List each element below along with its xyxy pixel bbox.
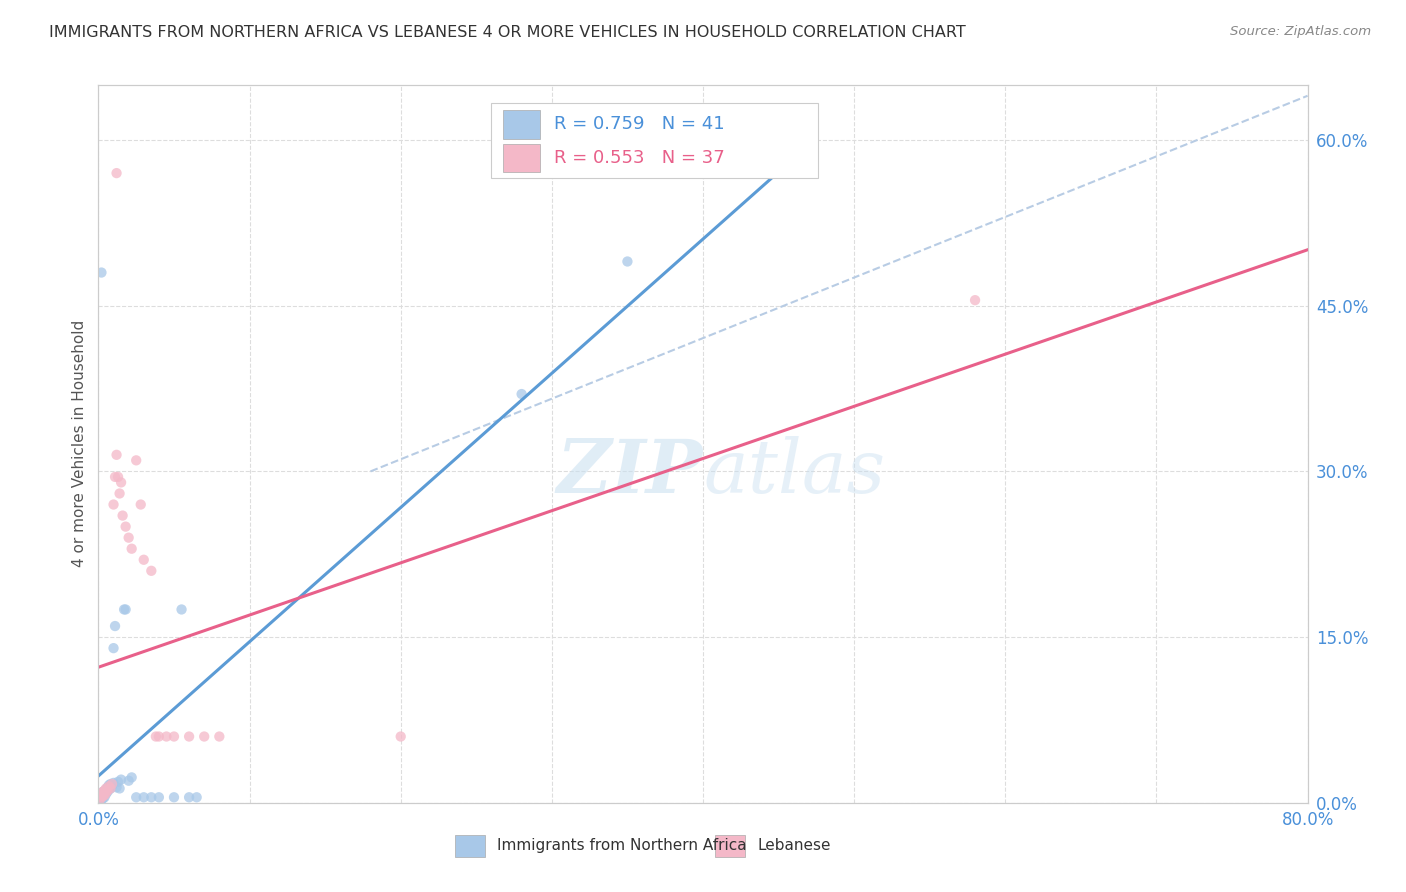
Point <box>101 777 124 791</box>
Text: R = 0.553   N = 37: R = 0.553 N = 37 <box>554 149 725 167</box>
Point <box>163 730 186 744</box>
Point <box>148 730 170 744</box>
Point <box>108 781 131 796</box>
Point <box>103 498 125 512</box>
Point <box>96 785 118 799</box>
Point <box>108 486 131 500</box>
Point <box>105 780 128 795</box>
Point <box>93 783 115 797</box>
Point <box>114 519 136 533</box>
Point <box>107 774 129 789</box>
Text: IMMIGRANTS FROM NORTHERN AFRICA VS LEBANESE 4 OR MORE VEHICLES IN HOUSEHOLD CORR: IMMIGRANTS FROM NORTHERN AFRICA VS LEBAN… <box>49 25 966 40</box>
Point <box>121 771 143 785</box>
Point <box>91 785 114 799</box>
Point <box>132 790 155 805</box>
Point <box>110 475 132 490</box>
Point <box>132 553 155 567</box>
FancyBboxPatch shape <box>503 110 540 138</box>
FancyBboxPatch shape <box>716 835 745 856</box>
Point <box>129 498 152 512</box>
Point <box>170 602 193 616</box>
FancyBboxPatch shape <box>456 835 485 856</box>
Point <box>90 789 112 804</box>
Point <box>105 166 128 180</box>
Point <box>93 788 115 802</box>
Point <box>103 641 125 656</box>
Point <box>90 792 112 806</box>
Point <box>186 790 208 805</box>
Point <box>965 293 987 307</box>
Point <box>510 387 533 401</box>
Point <box>94 781 117 796</box>
Point <box>100 781 122 796</box>
Point <box>125 790 148 805</box>
Point <box>89 794 111 808</box>
Point <box>91 791 114 805</box>
Y-axis label: 4 or more Vehicles in Household: 4 or more Vehicles in Household <box>72 320 87 567</box>
Point <box>208 730 231 744</box>
Point <box>93 786 115 800</box>
Point <box>101 779 124 793</box>
Point <box>91 788 114 802</box>
Point <box>90 790 112 805</box>
Point <box>111 508 134 523</box>
Point <box>89 792 111 806</box>
Point <box>121 541 143 556</box>
Point <box>89 789 111 804</box>
Point <box>118 531 141 545</box>
Point <box>110 772 132 787</box>
Point <box>98 778 121 792</box>
Point <box>125 453 148 467</box>
Point <box>90 787 112 801</box>
Point <box>96 780 118 795</box>
Point <box>90 266 112 280</box>
Point <box>91 789 114 804</box>
Point <box>89 791 111 805</box>
Text: Immigrants from Northern Africa: Immigrants from Northern Africa <box>498 838 747 854</box>
Text: Lebanese: Lebanese <box>758 838 831 854</box>
Point <box>94 787 117 801</box>
Point <box>90 787 112 801</box>
FancyBboxPatch shape <box>503 144 540 172</box>
FancyBboxPatch shape <box>492 103 818 178</box>
Point <box>179 730 201 744</box>
Text: Source: ZipAtlas.com: Source: ZipAtlas.com <box>1230 25 1371 38</box>
Point <box>100 781 122 796</box>
Point <box>98 782 121 797</box>
Text: atlas: atlas <box>703 436 886 508</box>
Text: ZIP: ZIP <box>557 436 703 508</box>
Text: R = 0.759   N = 41: R = 0.759 N = 41 <box>554 115 725 133</box>
Point <box>118 773 141 788</box>
Point <box>96 783 118 797</box>
Point <box>94 786 117 800</box>
Point <box>94 782 117 797</box>
Point <box>107 470 129 484</box>
Point <box>103 776 125 790</box>
Point <box>91 785 114 799</box>
Point <box>98 779 121 793</box>
Point <box>389 730 412 744</box>
Point <box>104 470 127 484</box>
Point <box>112 602 135 616</box>
Point <box>193 730 215 744</box>
Point <box>141 564 163 578</box>
Point <box>105 448 128 462</box>
Point <box>163 790 186 805</box>
Point <box>148 790 170 805</box>
Point <box>100 777 122 791</box>
Point <box>93 790 115 805</box>
Point <box>155 730 177 744</box>
Point <box>104 619 127 633</box>
Point <box>114 602 136 616</box>
Point <box>145 730 167 744</box>
Point <box>616 254 638 268</box>
Point <box>179 790 201 805</box>
Point <box>141 790 163 805</box>
